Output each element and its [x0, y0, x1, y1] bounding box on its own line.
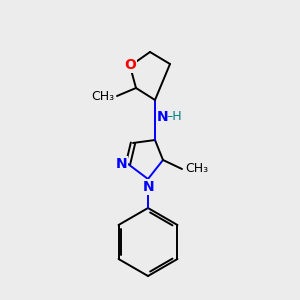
Text: N: N [157, 110, 169, 124]
Text: N: N [143, 180, 155, 194]
Text: CH₃: CH₃ [185, 163, 208, 176]
Text: O: O [124, 58, 136, 72]
Text: N: N [116, 157, 127, 171]
Text: –H: –H [166, 110, 182, 124]
Text: CH₃: CH₃ [91, 91, 114, 103]
